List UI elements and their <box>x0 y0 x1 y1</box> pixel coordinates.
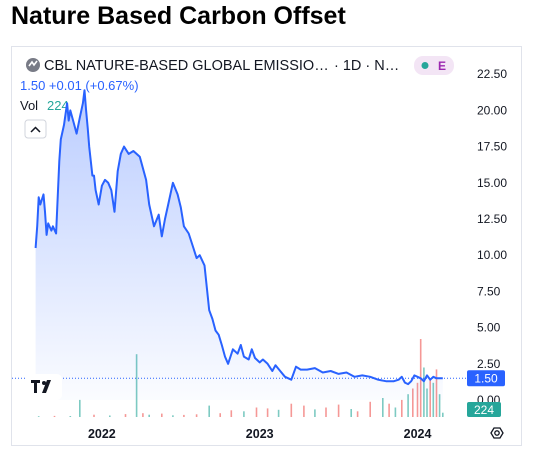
volume-bar <box>401 399 403 417</box>
y-tick-label: 10.00 <box>477 248 507 262</box>
market-status-badge[interactable]: E <box>414 56 454 75</box>
volume-bar <box>172 415 174 417</box>
x-tick-label: 2022 <box>88 427 116 441</box>
volume-bar <box>442 412 444 417</box>
volume-bar <box>356 411 359 417</box>
volume-bar <box>208 405 210 417</box>
exchange-logo-icon <box>26 58 40 72</box>
volume-bar <box>69 416 72 417</box>
y-tick-label: 15.00 <box>477 176 507 190</box>
volume-bar <box>219 413 221 417</box>
status-dot-icon <box>421 62 429 69</box>
volume-bar <box>426 388 428 417</box>
volume-bar <box>148 414 150 417</box>
badge-text: E <box>438 59 446 73</box>
volume-bar <box>266 408 269 417</box>
y-tick-label: 5.00 <box>477 321 501 335</box>
chart-canvas[interactable]: CBL NATURE-BASED GLOBAL EMISSIO… · 1D · … <box>12 47 523 447</box>
volume-bar <box>124 414 127 417</box>
volume-value: 224 <box>47 98 69 113</box>
volume-bar <box>230 410 233 417</box>
volume-bar <box>325 407 327 417</box>
y-tick-label: 20.00 <box>477 103 507 117</box>
x-tick-label: 2024 <box>404 427 432 441</box>
volume-label: Vol <box>20 98 38 113</box>
x-axis[interactable]: 2022 2023 2024 <box>88 427 432 441</box>
volume-bar <box>369 401 371 417</box>
chevron-up-icon <box>30 126 41 133</box>
price-label: 1.50 <box>467 370 505 387</box>
volume-bar <box>303 405 305 417</box>
collapse-button[interactable] <box>24 119 47 139</box>
y-tick-label: 7.50 <box>477 284 501 298</box>
volume-bar <box>337 404 340 417</box>
volume-bar <box>109 415 111 417</box>
y-tick-label: 2.50 <box>477 357 501 371</box>
volume-bar <box>243 411 245 417</box>
volume-bar <box>407 394 409 417</box>
volume-bar <box>255 407 258 417</box>
volume-bar <box>314 409 316 417</box>
price-label-text: 1.50 <box>474 371 498 385</box>
volume-bar <box>79 399 81 417</box>
price-area <box>35 90 443 400</box>
volume-bar <box>37 416 40 417</box>
interval-label[interactable]: · 1D · N… <box>334 58 399 74</box>
volume-bar <box>142 413 144 417</box>
volume-bar <box>277 409 280 417</box>
y-tick-label: 17.50 <box>477 140 507 154</box>
volume-bar <box>195 414 198 417</box>
volume-bar <box>93 414 95 417</box>
y-axis[interactable]: 22.50 20.00 17.50 15.00 12.50 10.00 7.50 5.00 2.… <box>477 67 507 407</box>
y-tick-label: 22.50 <box>477 67 507 81</box>
volume-bar <box>382 398 384 417</box>
x-tick-label: 2023 <box>246 427 274 441</box>
gear-icon[interactable] <box>490 426 504 439</box>
page-title: Nature Based Carbon Offset <box>11 2 346 30</box>
volume-bar <box>53 415 56 417</box>
volume-label-tag: 224 <box>467 402 501 417</box>
volume-bar <box>183 414 185 417</box>
volume-bar <box>394 407 397 417</box>
y-tick-label: 12.50 <box>477 212 507 226</box>
volume-bar <box>290 403 293 417</box>
volume-bar <box>388 403 390 417</box>
volume-bar <box>350 409 352 417</box>
volume-label-text: 224 <box>474 403 494 417</box>
volume-bar <box>438 394 441 417</box>
price-line <box>34 89 443 386</box>
tradingview-logo[interactable] <box>26 374 62 400</box>
chart-widget[interactable]: CBL NATURE-BASED GLOBAL EMISSIO… · 1D · … <box>11 46 522 446</box>
symbol-name[interactable]: CBL NATURE-BASED GLOBAL EMISSIO… <box>44 58 329 74</box>
volume-bar <box>412 388 414 417</box>
price-change: 1.50 +0.01 (+0.67%) <box>20 78 139 93</box>
volume-bar <box>161 413 163 417</box>
